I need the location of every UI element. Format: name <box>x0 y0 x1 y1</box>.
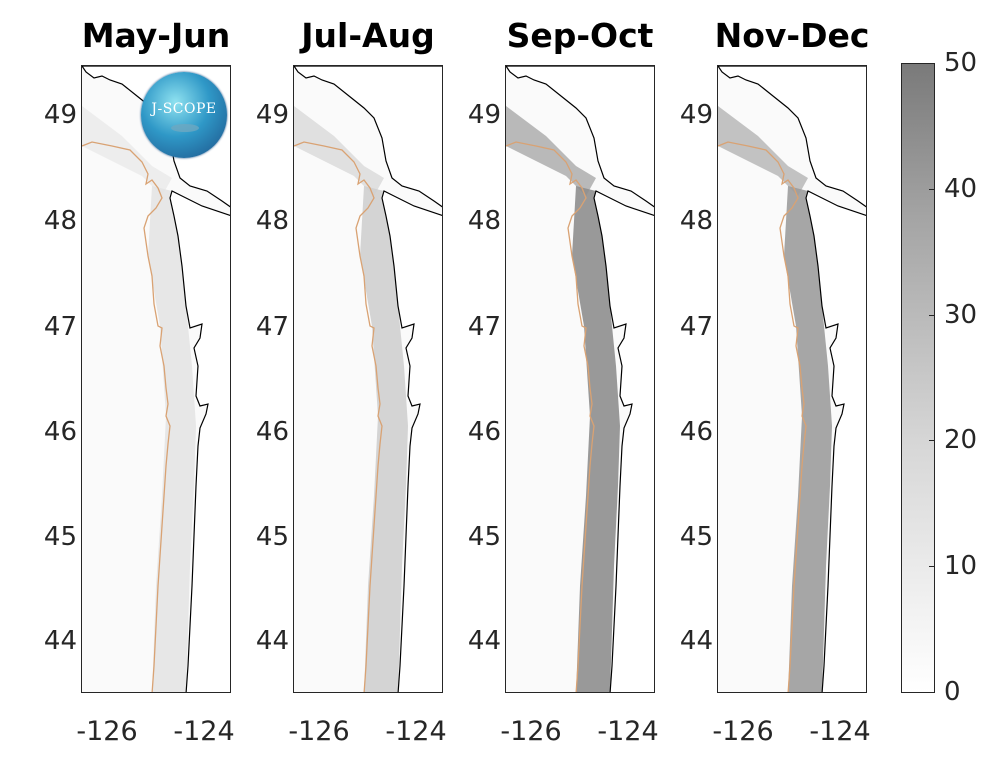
x-tick-label: -126 <box>76 716 138 747</box>
mainland-coast-land <box>169 190 230 692</box>
colorbar-tick-mark <box>929 440 935 442</box>
mainland-coast-land <box>381 190 442 692</box>
y-tick-label: 47 <box>255 312 289 342</box>
mainland-coast-land <box>593 190 654 692</box>
vancouver-island-land <box>718 66 866 208</box>
colorbar-tick-mark <box>929 314 935 316</box>
colorbar-tick-mark <box>929 188 935 190</box>
x-tick-label: -124 <box>173 716 235 747</box>
y-tick-label: 44 <box>43 626 77 656</box>
y-tick-label: 48 <box>43 206 77 236</box>
isobath-contour <box>506 141 595 692</box>
fish-icon <box>171 124 199 132</box>
y-tick-label: 46 <box>467 417 501 447</box>
y-tick-label: 48 <box>467 206 501 236</box>
mainland-coast-land <box>805 190 866 692</box>
x-tick-label: -126 <box>288 716 350 747</box>
vancouver-island-land <box>294 66 442 208</box>
map-panel-nov-dec <box>717 65 867 693</box>
y-tick-label: 46 <box>43 417 77 447</box>
strait-field <box>294 106 384 196</box>
y-tick-label: 45 <box>255 522 289 552</box>
panel-title: Jul-Aug <box>301 16 435 55</box>
y-tick-label: 49 <box>255 100 289 130</box>
colorbar-tick-label: 0 <box>944 677 961 707</box>
map-panel-jul-aug <box>293 65 443 693</box>
colorbar-tick-label: 40 <box>944 173 978 204</box>
y-tick-label: 44 <box>679 626 713 656</box>
y-tick-label: 48 <box>255 206 289 236</box>
strait-field <box>718 106 808 196</box>
colorbar-tick-mark <box>929 692 935 693</box>
panel-title: May-Jun <box>81 16 231 55</box>
isobath-contour <box>718 141 807 692</box>
colorbar-tick-label: 50 <box>944 48 978 78</box>
x-tick-label: -124 <box>809 716 871 747</box>
map-panel-may-jun <box>81 65 231 693</box>
y-tick-label: 49 <box>679 100 713 130</box>
colorbar-tick-label: 20 <box>944 425 978 456</box>
isobath-contour <box>294 141 383 692</box>
y-tick-label: 44 <box>255 626 289 656</box>
colorbar-tick-mark <box>929 63 935 64</box>
strait-field <box>82 106 172 196</box>
jscope-logo: J-SCOPE <box>141 72 227 158</box>
y-tick-label: 45 <box>679 522 713 552</box>
y-tick-label: 46 <box>679 417 713 447</box>
colorbar-tick-mark <box>929 566 935 568</box>
y-tick-label: 47 <box>43 312 77 342</box>
panel-title: Sep-Oct <box>506 16 654 55</box>
y-tick-label: 48 <box>679 206 713 236</box>
y-tick-label: 45 <box>43 522 77 552</box>
y-tick-label: 45 <box>467 522 501 552</box>
panel-title: Nov-Dec <box>714 16 870 55</box>
x-tick-label: -126 <box>712 716 774 747</box>
map-panel-sep-oct <box>505 65 655 693</box>
colorbar-tick-label: 10 <box>944 551 978 582</box>
y-tick-label: 49 <box>467 100 501 130</box>
x-tick-label: -124 <box>385 716 447 747</box>
y-tick-label: 46 <box>255 417 289 447</box>
x-tick-label: -124 <box>597 716 659 747</box>
colorbar-tick-label: 30 <box>944 299 978 330</box>
isobath-contour <box>82 141 171 692</box>
y-tick-label: 44 <box>467 626 501 656</box>
colorbar <box>901 63 935 693</box>
logo-text: J-SCOPE <box>151 101 217 117</box>
vancouver-island-land <box>506 66 654 208</box>
y-tick-label: 47 <box>679 312 713 342</box>
y-tick-label: 47 <box>467 312 501 342</box>
y-tick-label: 49 <box>43 100 77 130</box>
strait-field <box>506 106 596 196</box>
x-tick-label: -126 <box>500 716 562 747</box>
